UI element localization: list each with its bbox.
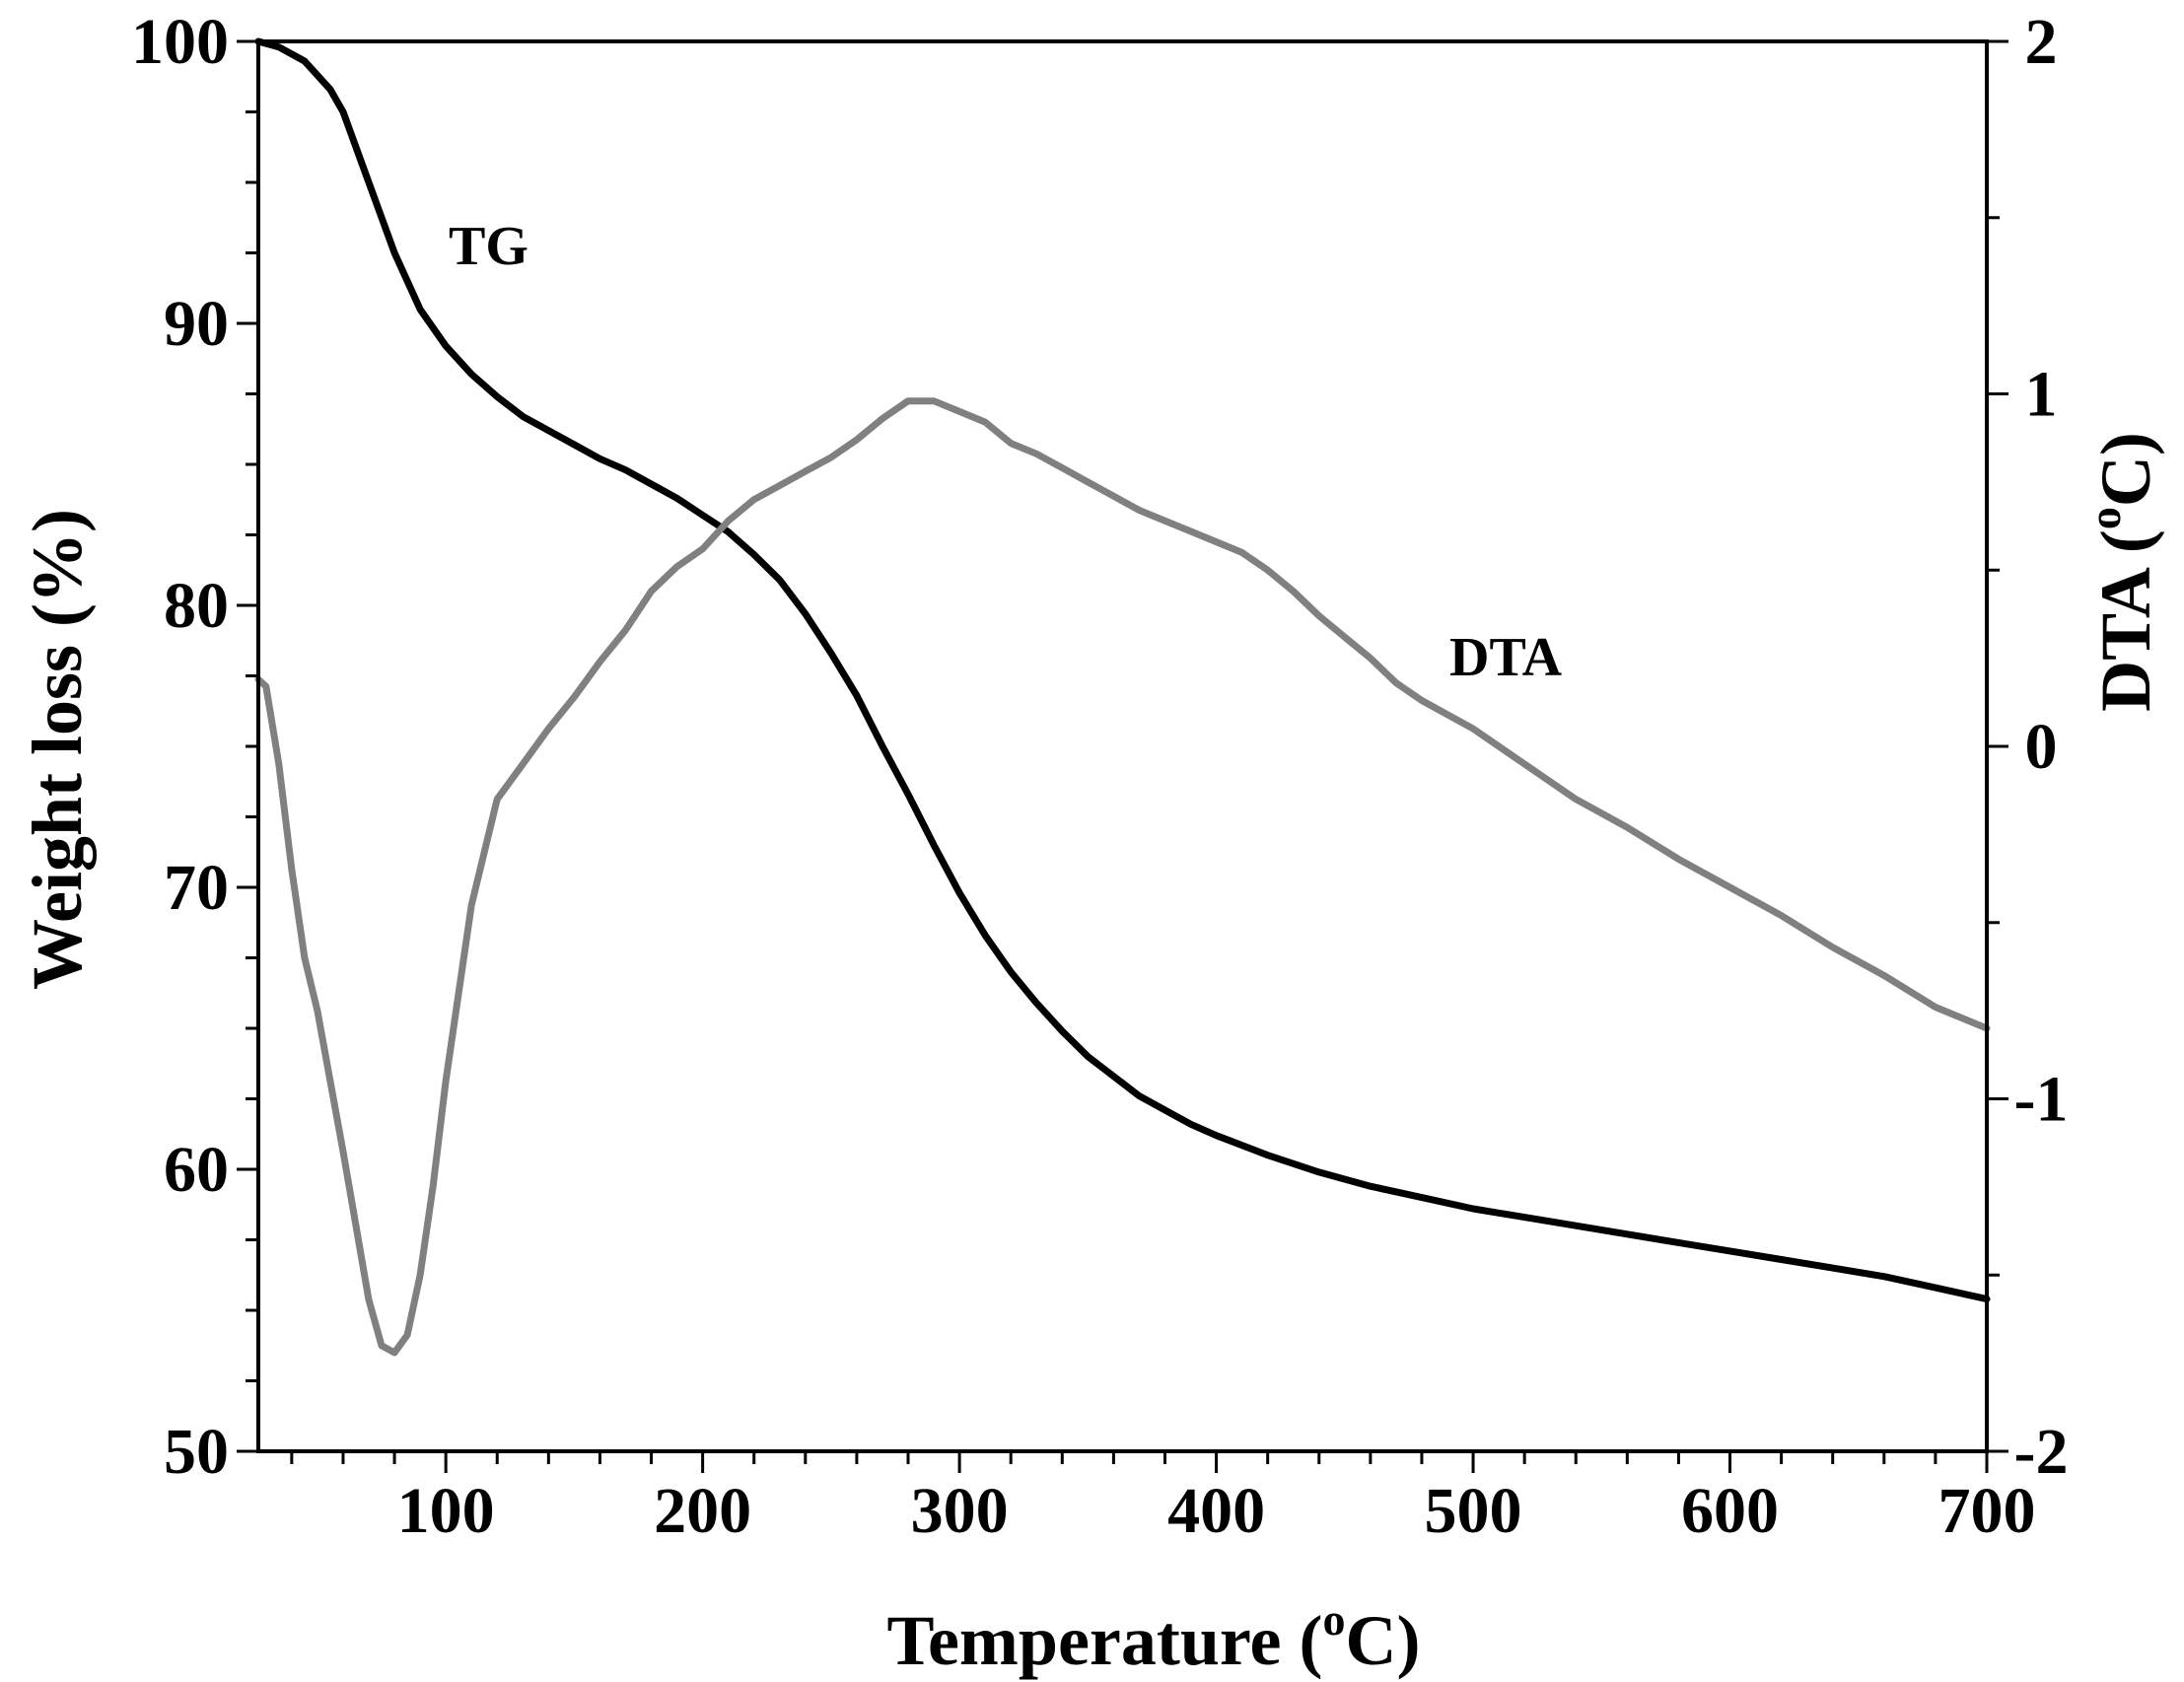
x-tick-label: 100 <box>397 1475 495 1547</box>
series-label-dta: DTA <box>1449 627 1563 688</box>
y2-tick-label: 2 <box>2025 6 2058 78</box>
y2-tick-label: 1 <box>2025 359 2058 431</box>
x-axis-title-prefix: Temperature ( <box>887 1601 1323 1680</box>
y-tick-label: 50 <box>164 1416 229 1488</box>
y2-tick-label: -2 <box>2014 1416 2069 1488</box>
y-axis-title: Weight loss (%) <box>18 509 97 990</box>
x-tick-label: 600 <box>1681 1475 1779 1547</box>
y-tick-label: 80 <box>164 570 229 642</box>
labels-layer: 100 200 300 400 500 600 700 50 60 70 80 90 100 -2 -1 0 1… <box>131 6 2068 1547</box>
y-tick-label: 90 <box>164 288 229 360</box>
y2-axis-title-prefix: DTA ( <box>2086 529 2165 712</box>
series-line-dta <box>254 397 1991 1357</box>
series-label-tg: TG <box>449 216 528 277</box>
x-tick-label: 300 <box>911 1475 1009 1547</box>
series-layer <box>254 37 1991 1357</box>
y2-axis-title: DTA (oC) <box>2079 432 2165 712</box>
ticks-layer <box>237 39 2008 1473</box>
x-axis-title: Temperature (oC) <box>887 1594 1421 1680</box>
x-tick-label: 500 <box>1425 1475 1522 1547</box>
y2-axis-title-sup: o <box>2079 507 2130 529</box>
x-tick-label: 200 <box>654 1475 751 1547</box>
x-tick-label: 700 <box>1938 1475 2036 1547</box>
y-tick-label: 60 <box>164 1134 229 1206</box>
y-tick-label: 100 <box>131 6 229 78</box>
y2-axis-title-suffix: C) <box>2086 432 2165 507</box>
y-tick-label: 70 <box>164 852 229 924</box>
x-axis-title-sup: o <box>1322 1594 1345 1645</box>
series-line-tg <box>254 37 1991 1303</box>
y2-tick-label: -1 <box>2014 1064 2069 1136</box>
x-tick-label: 400 <box>1167 1475 1265 1547</box>
x-axis-title-suffix: C) <box>1345 1601 1420 1680</box>
y2-tick-label: 0 <box>2025 711 2058 783</box>
